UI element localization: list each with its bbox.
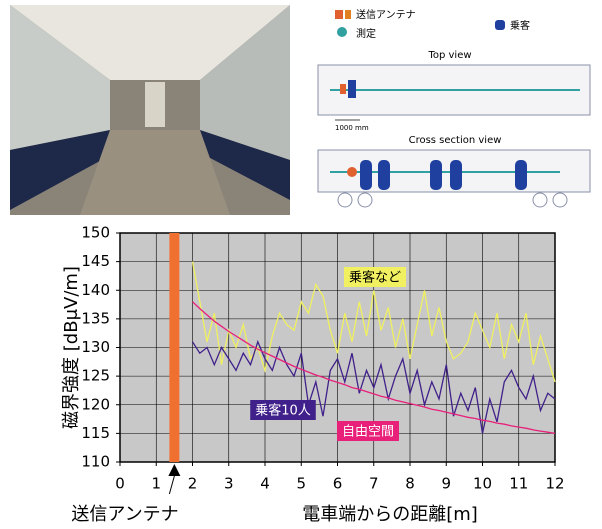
diagram: 送信アンテナ 測定 乗客 Top view 1000 mm Cross sect… xyxy=(318,8,590,207)
legend-text: 測定 xyxy=(356,27,376,40)
y-tick-label: 135 xyxy=(81,309,110,327)
y-tick-label: 115 xyxy=(81,424,110,442)
x-tick-label: 11 xyxy=(509,475,528,493)
wheel xyxy=(358,193,372,207)
x-tick-label: 2 xyxy=(188,475,198,493)
wheel xyxy=(553,193,567,207)
photo xyxy=(10,5,290,215)
passenger-icon xyxy=(360,160,372,190)
x-tick-label: 8 xyxy=(405,475,415,493)
wheel xyxy=(338,193,352,207)
y-axis-label: 磁界強度 [dBμV/m] xyxy=(61,266,82,429)
y-tick-label: 140 xyxy=(81,281,110,299)
legend-label: 乗客10人 xyxy=(255,403,311,419)
antenna-icon xyxy=(345,10,351,19)
legend-text: 送信アンテナ xyxy=(356,8,416,21)
legend-text: 乗客 xyxy=(510,19,530,32)
x-tick-label: 0 xyxy=(115,475,125,493)
view-title: Cross section view xyxy=(409,135,502,146)
y-tick-label: 150 xyxy=(81,224,110,242)
x-tick-label: 5 xyxy=(296,475,306,493)
passenger-icon xyxy=(430,160,442,190)
antenna-pointer xyxy=(169,476,174,494)
passenger-icon xyxy=(495,20,505,30)
antenna-icon xyxy=(335,10,343,19)
antenna-icon xyxy=(340,84,346,94)
x-tick-label: 3 xyxy=(224,475,234,493)
x-tick-label: 4 xyxy=(260,475,270,493)
view-title: Top view xyxy=(427,50,471,61)
x-tick-label: 9 xyxy=(441,475,451,493)
x-tick-label: 7 xyxy=(369,475,379,493)
scale-text: 1000 mm xyxy=(335,124,369,132)
photo-door xyxy=(145,82,165,127)
antenna-label: 送信アンテナ xyxy=(71,504,178,525)
y-tick-label: 125 xyxy=(81,367,110,385)
legend-item: 乗客など xyxy=(344,267,406,287)
x-tick-label: 12 xyxy=(545,475,564,493)
legend-item: 乗客10人 xyxy=(250,400,316,420)
passenger-icon xyxy=(378,160,390,190)
legend-label: 乗客など xyxy=(349,270,401,286)
passenger-icon xyxy=(348,80,356,98)
page: 送信アンテナ 測定 乗客 Top view 1000 mm Cross sect… xyxy=(0,0,602,529)
legend-label: 自由空間 xyxy=(342,425,394,440)
antenna-arrow xyxy=(168,464,180,476)
x-tick-label: 6 xyxy=(333,475,343,493)
wheel xyxy=(533,193,547,207)
antenna-icon xyxy=(347,167,357,177)
y-tick-label: 120 xyxy=(81,395,110,413)
y-tick-label: 145 xyxy=(81,252,110,270)
x-axis-label: 電車端からの距離[m] xyxy=(302,504,478,525)
antenna-bar xyxy=(169,233,179,462)
passenger-icon xyxy=(450,160,462,190)
passenger-icon xyxy=(515,160,527,190)
legend-item: 自由空間 xyxy=(337,421,399,441)
y-tick-label: 110 xyxy=(81,453,110,471)
x-tick-label: 1 xyxy=(151,475,161,493)
x-tick-label: 10 xyxy=(473,475,492,493)
measure-icon xyxy=(337,27,347,37)
y-tick-label: 130 xyxy=(81,338,110,356)
